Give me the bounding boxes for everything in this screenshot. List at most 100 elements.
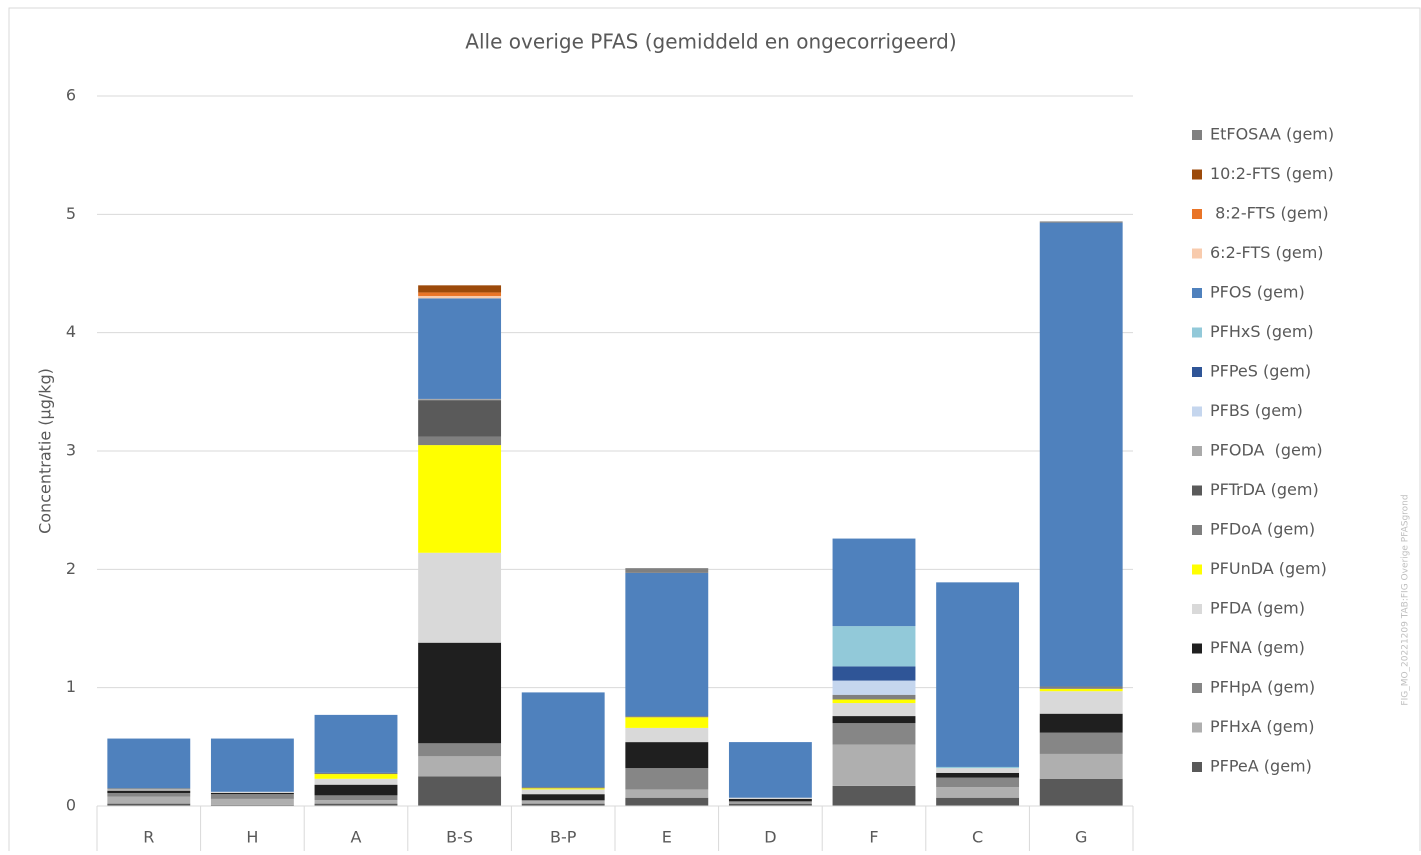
chart-frame <box>8 7 1421 855</box>
legend-label: PFHxS (gem) <box>1210 322 1314 341</box>
legend-label: PFDoA (gem) <box>1210 520 1315 539</box>
bar-segment <box>1039 778 1123 806</box>
bar-segment <box>832 699 916 704</box>
bar-segment <box>1039 222 1123 687</box>
bar-segment <box>210 794 294 799</box>
bar-segment <box>107 789 191 791</box>
bar-segment <box>728 802 812 804</box>
legend-swatch <box>1192 367 1202 377</box>
bar-segment <box>418 552 502 643</box>
bar-segment <box>521 692 605 788</box>
legend-swatch <box>1192 130 1202 140</box>
bar-segment <box>728 797 812 799</box>
bar-segment <box>1039 753 1123 779</box>
bar-segment <box>210 798 294 805</box>
legend-label: 10:2-FTS (gem) <box>1210 164 1334 183</box>
bar-segment <box>1039 688 1123 692</box>
chart-title: Alle overige PFAS (gemiddeld en ongecorr… <box>465 30 956 54</box>
bar-segment <box>521 800 605 802</box>
bar-segment <box>314 800 398 804</box>
legend-swatch <box>1192 604 1202 614</box>
bar-segment <box>107 803 191 806</box>
legend-swatch <box>1192 248 1202 259</box>
bar-segment <box>625 716 709 718</box>
bar-segment <box>314 778 398 785</box>
bar-segment <box>832 626 916 667</box>
legend-swatch <box>1192 288 1202 298</box>
bar-segment <box>625 727 709 743</box>
x-tick-label: B-S <box>446 828 473 847</box>
bar-segment <box>418 285 502 293</box>
bar-segment <box>728 742 812 798</box>
bar-segment <box>936 772 1020 778</box>
bar-segment <box>625 568 709 573</box>
legend-label: PFUnDA (gem) <box>1210 559 1327 578</box>
bar-segment <box>521 789 605 795</box>
bar-segment <box>832 694 916 700</box>
bar-segment <box>521 803 605 806</box>
y-tick-label: 3 <box>66 441 76 460</box>
bar-segment <box>936 777 1020 788</box>
bar-segment <box>936 582 1020 767</box>
y-tick-label: 4 <box>66 322 76 341</box>
legend-swatch <box>1192 169 1202 180</box>
bar-segment <box>314 774 398 779</box>
legend-label: PFHxA (gem) <box>1210 717 1314 736</box>
bar-segment <box>1039 686 1123 689</box>
x-tick-label: D <box>764 828 776 847</box>
bar-segment <box>418 398 502 401</box>
bar-segment <box>418 642 502 744</box>
x-tick-label: B-P <box>550 828 577 847</box>
bar-segment <box>314 803 398 806</box>
legend-swatch <box>1192 327 1202 338</box>
y-tick-label: 1 <box>66 677 76 696</box>
legend-label: EtFOSAA (gem) <box>1210 125 1334 144</box>
bar-segment <box>107 790 191 793</box>
bar-segment <box>936 787 1020 798</box>
y-tick-label: 2 <box>66 559 76 578</box>
bar-segment <box>832 785 916 806</box>
legend-label: 8:2-FTS (gem) <box>1210 204 1329 223</box>
y-axis-title: Concentratie (µg/kg) <box>36 368 55 534</box>
bar-segment <box>314 795 398 801</box>
bar-segment <box>728 803 812 806</box>
legend-swatch <box>1192 209 1202 219</box>
bar-segment <box>832 538 916 627</box>
x-tick-label: F <box>869 828 878 847</box>
bar-segment <box>832 666 916 681</box>
bar-segment <box>936 766 1020 769</box>
x-tick-label: H <box>246 828 258 847</box>
bar-segment <box>625 742 709 769</box>
bar-segment <box>728 801 812 803</box>
bar-segment <box>314 772 398 775</box>
x-tick-label: R <box>143 828 154 847</box>
bar-segment <box>210 738 294 792</box>
legend-label: PFOS (gem) <box>1210 283 1305 302</box>
bar-segment <box>521 801 605 804</box>
bar-segment <box>107 796 191 804</box>
bar-segment <box>210 792 294 795</box>
y-tick-label: 5 <box>66 204 76 223</box>
bar-segment <box>418 743 502 757</box>
legend-swatch <box>1192 683 1202 693</box>
legend-label: PFDA (gem) <box>1210 599 1305 618</box>
bar-segment <box>418 292 502 296</box>
bar-segment <box>936 768 1020 773</box>
legend-label: PFPeS (gem) <box>1210 362 1311 381</box>
bar-segment <box>1039 732 1123 754</box>
legend-swatch <box>1192 446 1202 456</box>
x-tick-label: G <box>1075 828 1087 847</box>
bar-segment <box>1039 691 1123 714</box>
bar-segment <box>832 716 916 724</box>
bar-segment <box>521 788 605 790</box>
bar-segment <box>107 788 191 790</box>
y-tick-label: 0 <box>66 796 76 815</box>
legend-label: PFODA (gem) <box>1210 441 1323 460</box>
bar-segment <box>418 445 502 553</box>
legend-swatch <box>1192 406 1202 417</box>
bar-segment <box>832 744 916 786</box>
x-tick-label: C <box>972 828 983 847</box>
bar-segment <box>832 723 916 745</box>
bar-segment <box>418 295 502 299</box>
